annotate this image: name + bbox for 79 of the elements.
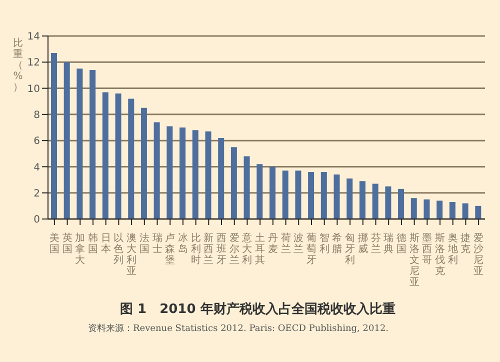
x-tick-label: 墨西哥	[422, 233, 432, 266]
x-tick-label: 卢森堡	[165, 232, 176, 266]
bar	[359, 181, 366, 219]
bar	[76, 68, 83, 219]
y-tick-label: 4	[34, 162, 40, 174]
bar	[102, 92, 108, 219]
y-tick-label: 8	[34, 110, 40, 121]
y-tick-label: 12	[27, 58, 40, 69]
y-tick-label: 2	[34, 188, 40, 200]
x-tick-label: 荷兰	[280, 232, 291, 255]
bar	[410, 198, 417, 219]
bar	[424, 199, 430, 219]
bar	[282, 170, 288, 219]
x-tick-label: 冰岛	[178, 232, 188, 255]
y-tick-label: 6	[34, 136, 40, 148]
bar	[334, 174, 340, 219]
x-tick-label: 英国	[62, 232, 72, 255]
x-tick-label: 瑞士	[152, 232, 162, 255]
bar	[180, 128, 186, 219]
bar	[192, 130, 198, 219]
x-tick-label: 比利时	[190, 232, 201, 266]
bar	[128, 98, 134, 219]
y-tick-label: 0	[34, 214, 40, 226]
x-tick-label: 斯洛文尼亚	[409, 232, 420, 288]
x-tick-label: 土耳其	[255, 232, 266, 266]
x-tick-label: 澳大利亚	[126, 232, 137, 277]
bar	[51, 52, 57, 219]
bar	[140, 108, 147, 219]
x-tick-label: 西班牙	[216, 233, 227, 266]
bar	[270, 166, 276, 219]
x-tick-label: 智利	[319, 232, 330, 255]
x-tick-label: 丹麦	[268, 233, 278, 255]
text: 资料来源：Revenue Statistics 2012. Paris: OECD Publishing, 2012.	[88, 322, 389, 335]
text: 图 1 2010 年财产税收入占全国税收收入比重	[120, 300, 396, 318]
x-tick-label: 芬兰	[370, 232, 381, 255]
bar	[90, 70, 96, 219]
bar	[436, 200, 443, 219]
bar	[295, 170, 302, 219]
x-tick-label: 葡萄牙	[306, 232, 316, 266]
y-axis-title: 比重（%）	[13, 37, 23, 93]
x-tick-label: 挪威	[358, 232, 368, 255]
x-tick-label: 希腊	[332, 232, 342, 255]
x-tick-label: 奥地利	[446, 232, 458, 266]
x-tick-label: 瑞典	[384, 232, 394, 255]
bar	[64, 62, 70, 219]
bar	[346, 178, 353, 219]
bar	[244, 156, 250, 219]
x-tick-label: 新西兰	[204, 232, 214, 266]
bar	[115, 94, 122, 219]
bar	[218, 138, 224, 219]
y-tick-label: 14	[27, 32, 40, 43]
x-tick-label: 德国	[396, 233, 406, 255]
x-tick-label: 斯洛伐克	[435, 232, 446, 277]
bar	[385, 186, 392, 219]
bar	[462, 203, 468, 219]
x-tick-label: 捷克	[460, 232, 471, 255]
bar	[166, 126, 173, 219]
x-tick-label: 韩国	[88, 232, 98, 255]
bar	[398, 188, 404, 219]
x-tick-label: 波兰	[294, 232, 304, 255]
bar	[449, 202, 456, 219]
bar	[372, 184, 378, 219]
bar	[154, 122, 160, 219]
x-tick-label: 爱沙尼亚	[474, 232, 484, 277]
x-tick-label: 匈牙利	[345, 232, 356, 266]
x-tick-label: 加拿大	[75, 232, 86, 266]
x-tick-label: 意大利	[241, 232, 252, 266]
bar	[256, 164, 263, 219]
x-tick-label: 日本	[100, 233, 111, 255]
bar	[320, 172, 327, 219]
x-tick-label: 以色列	[114, 232, 124, 266]
bar	[475, 206, 482, 219]
x-tick-label: 爱尔兰	[229, 232, 240, 266]
y-tick-label: 10	[27, 84, 40, 95]
x-tick-label: 美国	[49, 232, 60, 255]
x-tick-label: 法国	[139, 232, 150, 255]
bar	[205, 131, 212, 219]
bar	[308, 172, 314, 219]
bar	[230, 147, 237, 219]
